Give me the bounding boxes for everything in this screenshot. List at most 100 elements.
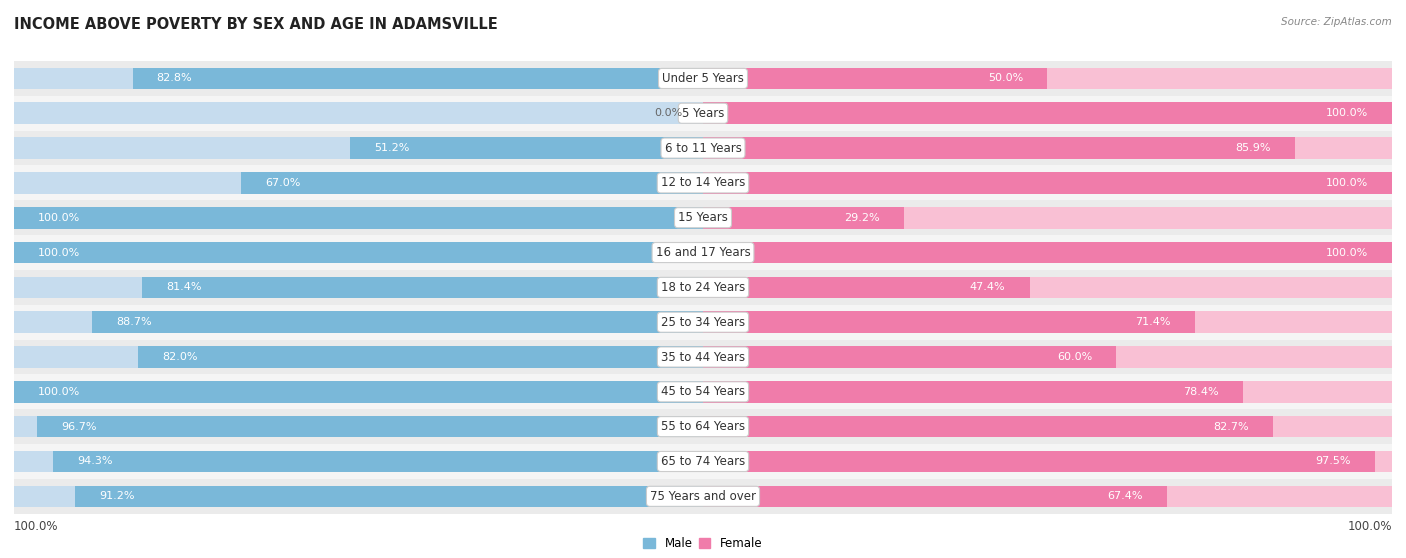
Bar	[14, 270, 1392, 305]
Text: 82.7%: 82.7%	[1213, 422, 1249, 432]
Bar	[14, 416, 703, 437]
Bar	[703, 311, 1392, 333]
Bar	[14, 166, 1392, 200]
Bar	[75, 485, 703, 507]
Bar	[14, 381, 703, 403]
Text: 96.7%: 96.7%	[60, 422, 97, 432]
Bar	[14, 409, 1392, 444]
Bar	[703, 311, 1195, 333]
Text: 88.7%: 88.7%	[117, 317, 152, 327]
Text: 75 Years and over: 75 Years and over	[650, 490, 756, 503]
Bar	[703, 416, 1392, 437]
Text: 100.0%: 100.0%	[1326, 178, 1368, 188]
Text: 100.0%: 100.0%	[1347, 520, 1392, 533]
Bar	[14, 381, 703, 403]
Text: 16 and 17 Years: 16 and 17 Years	[655, 246, 751, 259]
Text: 29.2%: 29.2%	[845, 213, 880, 223]
Text: 82.8%: 82.8%	[156, 74, 193, 84]
Text: 65 to 74 Years: 65 to 74 Years	[661, 455, 745, 468]
Bar	[703, 207, 1392, 229]
Bar	[142, 277, 703, 298]
Bar	[14, 374, 1392, 409]
Bar	[350, 137, 703, 159]
Bar	[14, 242, 703, 263]
Bar	[14, 131, 1392, 166]
Bar	[14, 485, 703, 507]
Text: 25 to 34 Years: 25 to 34 Years	[661, 316, 745, 329]
Bar	[703, 451, 1392, 472]
Text: 100.0%: 100.0%	[1326, 108, 1368, 118]
Text: 100.0%: 100.0%	[38, 213, 80, 223]
Text: 100.0%: 100.0%	[38, 248, 80, 258]
Bar	[14, 346, 703, 368]
Text: 5 Years: 5 Years	[682, 107, 724, 120]
Text: 35 to 44 Years: 35 to 44 Years	[661, 350, 745, 363]
Bar	[53, 451, 703, 472]
Bar	[703, 485, 1167, 507]
Bar	[14, 68, 703, 89]
Bar	[703, 103, 1392, 124]
Text: 15 Years: 15 Years	[678, 211, 728, 224]
Bar	[37, 416, 703, 437]
Bar	[14, 242, 703, 263]
Text: 81.4%: 81.4%	[166, 282, 202, 292]
Bar	[14, 207, 703, 229]
Bar	[703, 68, 1392, 89]
Text: 55 to 64 Years: 55 to 64 Years	[661, 420, 745, 433]
Text: 6 to 11 Years: 6 to 11 Years	[665, 142, 741, 155]
Bar	[14, 451, 703, 472]
Text: 100.0%: 100.0%	[1326, 248, 1368, 258]
Bar	[242, 172, 703, 194]
Bar	[703, 485, 1392, 507]
Bar	[703, 451, 1375, 472]
Bar	[14, 235, 1392, 270]
Text: 71.4%: 71.4%	[1135, 317, 1171, 327]
Bar	[14, 172, 703, 194]
Bar	[14, 444, 1392, 479]
Text: 100.0%: 100.0%	[38, 387, 80, 397]
Bar	[14, 305, 1392, 340]
Bar	[14, 200, 1392, 235]
Legend: Male, Female: Male, Female	[638, 532, 768, 555]
Text: 18 to 24 Years: 18 to 24 Years	[661, 281, 745, 294]
Bar	[138, 346, 703, 368]
Text: 51.2%: 51.2%	[374, 143, 409, 153]
Bar	[703, 416, 1272, 437]
Bar	[703, 277, 1392, 298]
Text: 85.9%: 85.9%	[1236, 143, 1271, 153]
Bar	[703, 103, 1392, 124]
Bar	[703, 242, 1392, 263]
Bar	[703, 381, 1243, 403]
Bar	[14, 207, 703, 229]
Text: 94.3%: 94.3%	[77, 456, 112, 466]
Text: 67.4%: 67.4%	[1108, 491, 1143, 501]
Text: 100.0%: 100.0%	[14, 520, 59, 533]
Bar	[703, 172, 1392, 194]
Bar	[91, 311, 703, 333]
Bar	[132, 68, 703, 89]
Bar	[14, 277, 703, 298]
Bar	[14, 96, 1392, 131]
Text: 0.0%: 0.0%	[654, 108, 682, 118]
Text: INCOME ABOVE POVERTY BY SEX AND AGE IN ADAMSVILLE: INCOME ABOVE POVERTY BY SEX AND AGE IN A…	[14, 17, 498, 32]
Bar	[703, 346, 1116, 368]
Bar	[14, 137, 703, 159]
Text: 50.0%: 50.0%	[988, 74, 1024, 84]
Bar	[703, 137, 1295, 159]
Bar	[703, 207, 904, 229]
Bar	[14, 61, 1392, 96]
Text: 97.5%: 97.5%	[1315, 456, 1351, 466]
Bar	[703, 346, 1392, 368]
Text: 82.0%: 82.0%	[162, 352, 198, 362]
Text: 91.2%: 91.2%	[98, 491, 135, 501]
Text: Source: ZipAtlas.com: Source: ZipAtlas.com	[1281, 17, 1392, 27]
Bar	[703, 381, 1392, 403]
Bar	[703, 277, 1029, 298]
Bar	[14, 103, 703, 124]
Bar	[703, 172, 1392, 194]
Text: 47.4%: 47.4%	[970, 282, 1005, 292]
Bar	[14, 340, 1392, 374]
Bar	[14, 311, 703, 333]
Text: Under 5 Years: Under 5 Years	[662, 72, 744, 85]
Text: 45 to 54 Years: 45 to 54 Years	[661, 386, 745, 398]
